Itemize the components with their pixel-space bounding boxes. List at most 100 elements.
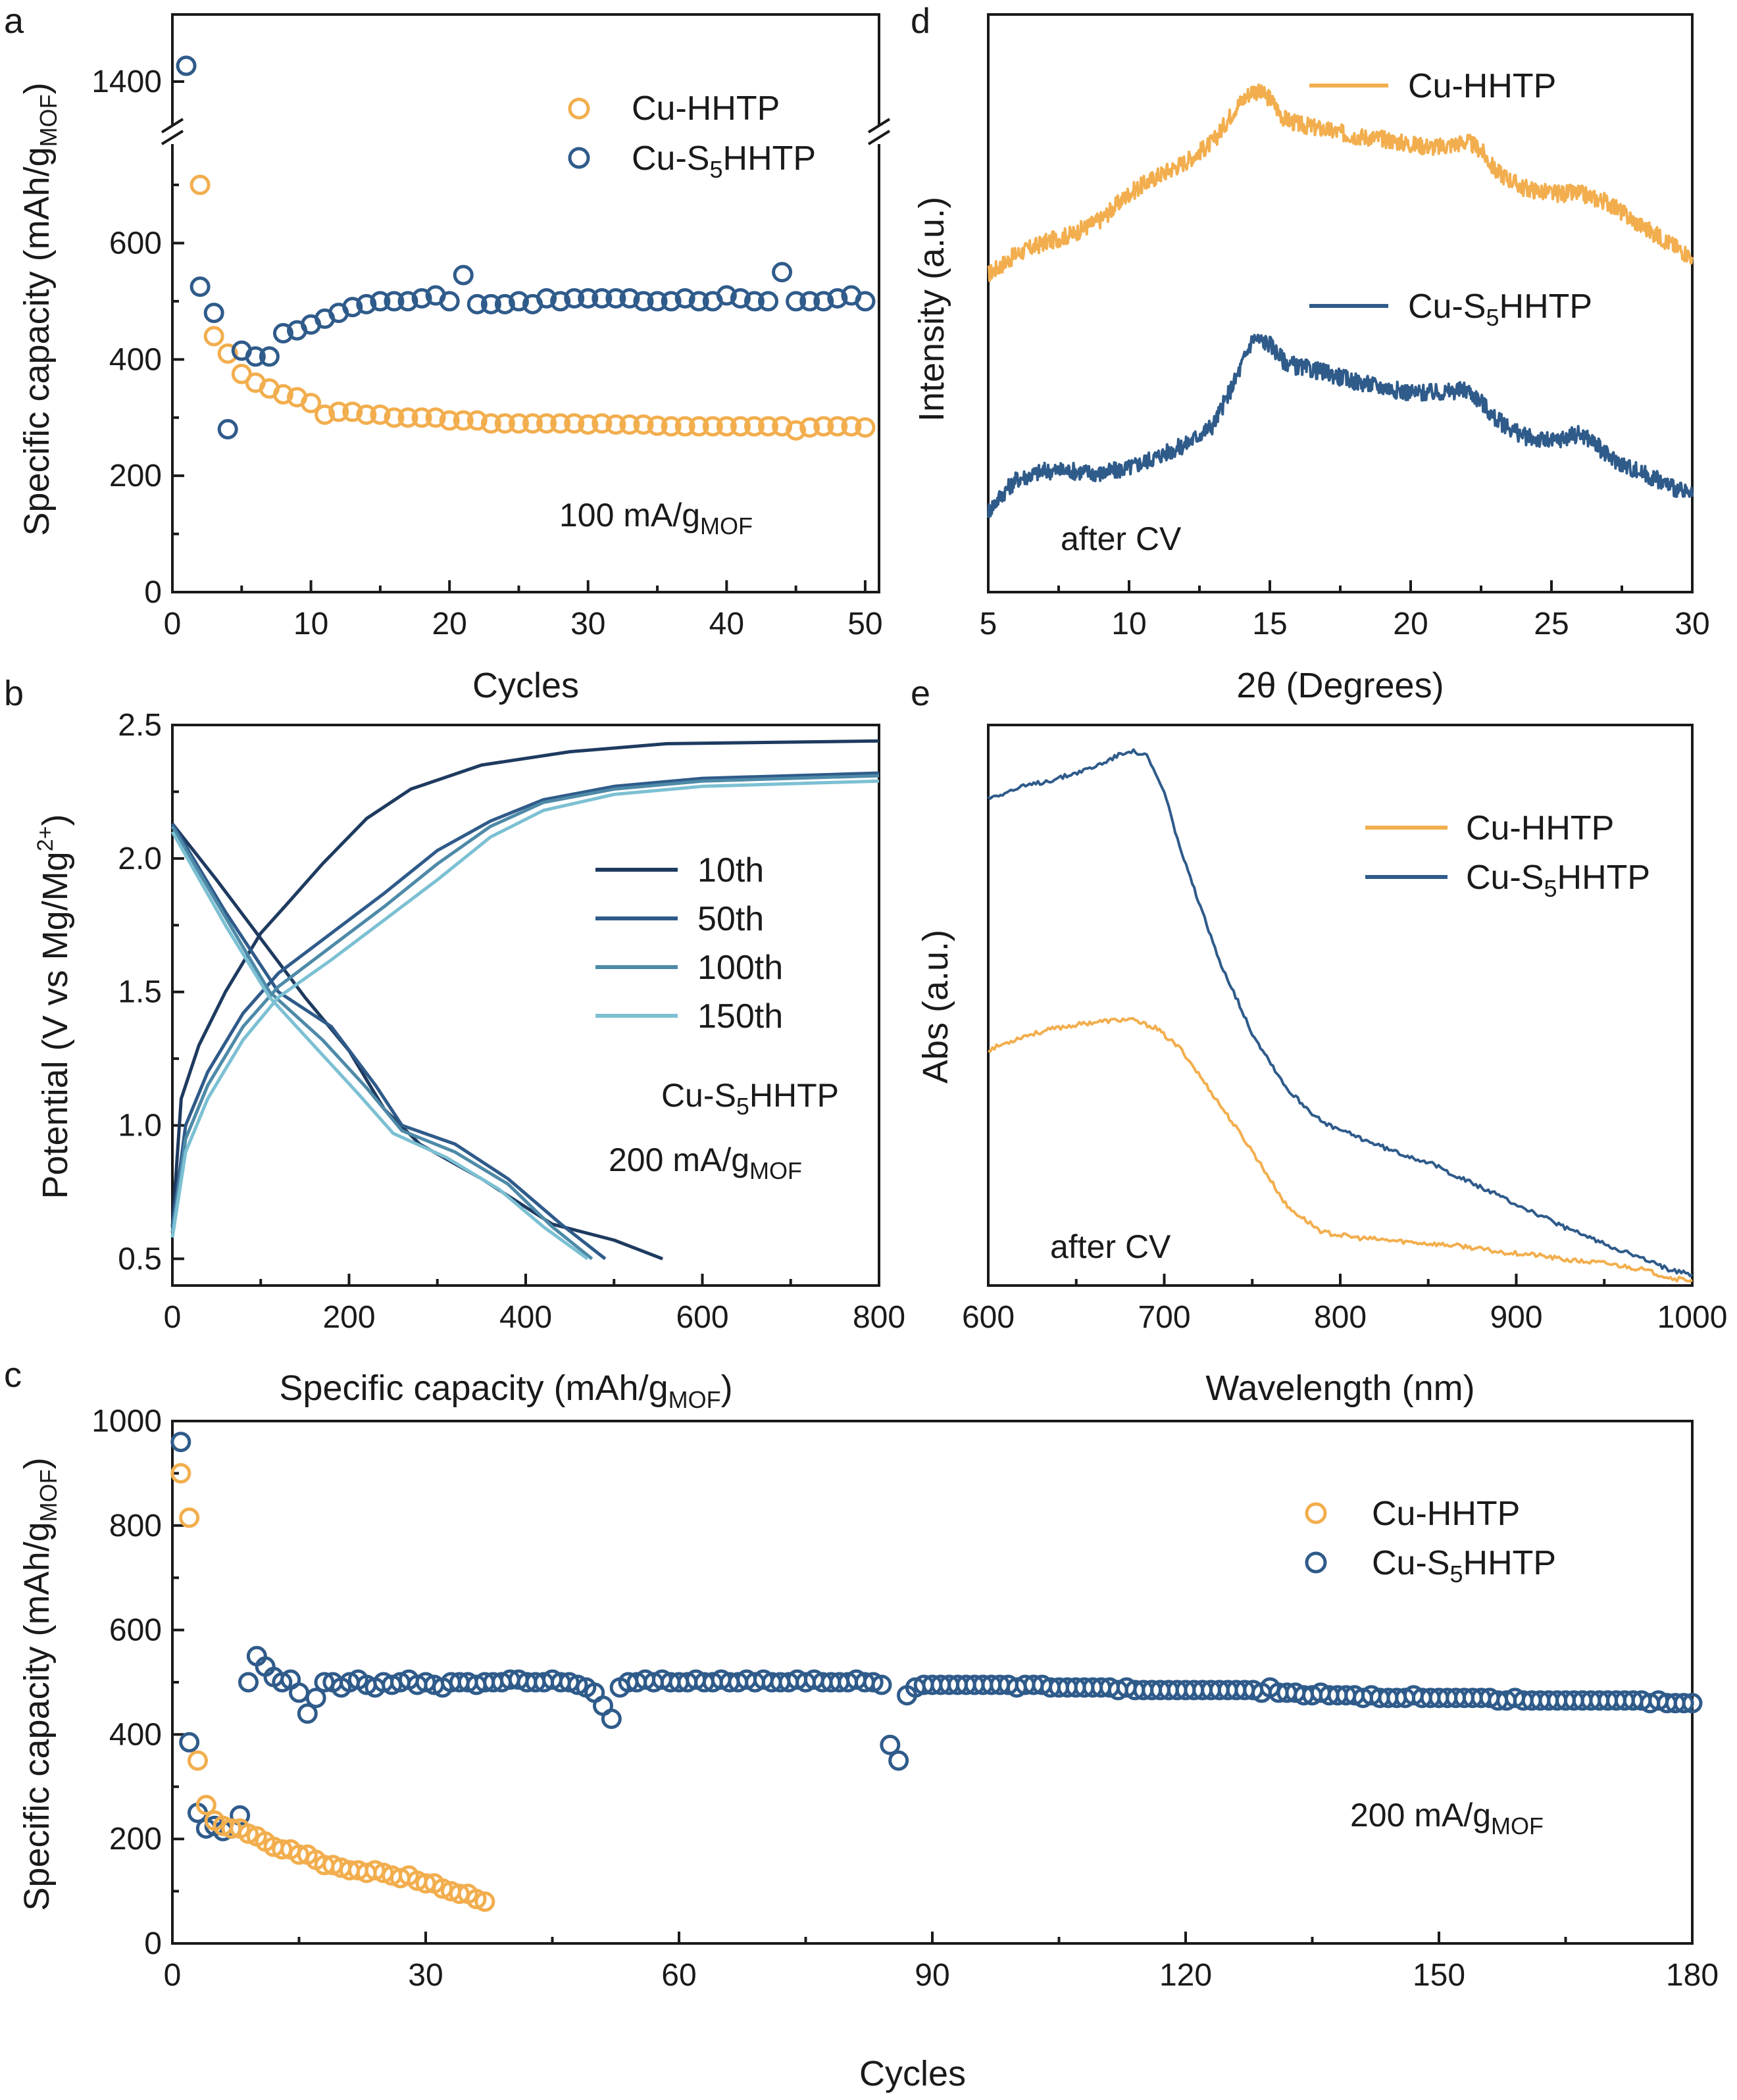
panel-b-xtick-label: 800	[853, 1300, 905, 1335]
panel-a-point-cu-hhtp	[315, 404, 336, 425]
panel-a-legend-marker	[568, 147, 590, 169]
panel-a-ytick-label: 1400	[91, 64, 162, 99]
panel-c-ytick-label: 0	[144, 1926, 162, 1961]
panel-b-xlabel: Specific capacity (mAh/gMOF)	[279, 1368, 732, 1413]
panel-a-point-cu-s5hhtp	[772, 262, 793, 283]
panel-c-point-cu-s5hhtp	[170, 1432, 191, 1453]
panel-a-point-cu-hhtp	[411, 407, 432, 428]
panel-b-discharge-curve-100th	[170, 825, 593, 1261]
panel-a-point-cu-s5hhtp	[245, 346, 266, 367]
panel-a-ytick-label: 200	[109, 459, 162, 493]
panel-letter-e: e	[911, 674, 930, 713]
panel-a-point-cu-s5hhtp	[217, 418, 238, 439]
panel-c-point-cu-s5hhtp	[179, 1732, 200, 1753]
panel-b-ytick-label: 0.5	[118, 1241, 162, 1276]
panel-c-point-cu-s5hhtp	[272, 1672, 293, 1693]
panel-d-xlabel: 2θ (Degrees)	[1236, 666, 1444, 705]
panel-a-point-cu-hhtp	[217, 343, 238, 364]
panel-a-point-cu-s5hhtp	[453, 264, 474, 286]
panel-c-xtick-label: 0	[164, 1958, 182, 1993]
panel-a-point-cu-s5hhtp	[716, 285, 737, 306]
panel-c-legend-marker	[1305, 1551, 1327, 1574]
panel-c-legend-label: Cu-S5HHTP	[1372, 1544, 1556, 1588]
panel-a-point-cu-s5hhtp	[730, 288, 751, 309]
panel-c-xtick-label: 120	[1159, 1958, 1212, 1993]
panel-c-xtick-label: 180	[1666, 1958, 1719, 1993]
panel-a-ytick-label: 0	[144, 575, 162, 610]
panel-a-point-cu-s5hhtp	[688, 291, 709, 312]
panel-a-point-cu-s5hhtp	[370, 291, 391, 312]
panel-a-point-cu-s5hhtp	[480, 293, 501, 314]
panel-a-point-cu-hhtp	[743, 416, 765, 437]
panel-c-point-cu-hhtp	[179, 1507, 200, 1528]
panel-d-legend-label: Cu-HHTP	[1408, 67, 1556, 105]
panel-a-point-cu-s5hhtp	[743, 291, 765, 312]
panel-a-point-cu-s5hhtp	[342, 297, 363, 318]
panel-a-ylabel: Specific capacity (mAh/gMOF)	[17, 82, 62, 536]
panel-c-xtick-label: 90	[915, 1958, 949, 1993]
panel-a-point-cu-s5hhtp	[578, 288, 599, 309]
panel-a-point-cu-hhtp	[688, 416, 709, 437]
panel-letter-b: b	[4, 674, 24, 713]
panel-a-xtick-label: 10	[293, 607, 328, 641]
panel-a-point-cu-s5hhtp	[855, 291, 876, 312]
panel-a-point-cu-s5hhtp	[619, 288, 640, 309]
panel-c-point-cu-hhtp	[170, 1462, 191, 1484]
panel-c-ytick-label: 400	[109, 1717, 162, 1752]
panel-a-point-cu-s5hhtp	[176, 55, 197, 76]
panel-a-point-cu-hhtp	[647, 415, 668, 436]
panel-a-point-cu-s5hhtp	[397, 291, 418, 312]
panel-e-legend-label: Cu-S5HHTP	[1466, 859, 1650, 902]
panel-a-point-cu-s5hhtp	[466, 293, 488, 314]
panel-b-ytick-label: 1.0	[118, 1109, 162, 1143]
panel-a-point-cu-hhtp	[272, 384, 293, 405]
panel-b-xtick-label: 0	[164, 1300, 182, 1335]
panel-a-legend-marker	[568, 97, 590, 120]
panel-d-annotation: after CV	[1061, 520, 1182, 557]
panel-a-point-cu-hhtp	[841, 416, 862, 437]
panel-c-ytick-label: 800	[109, 1509, 162, 1543]
panel-c-ylabel: Specific capacity (mAh/gMOF)	[17, 1457, 62, 1911]
panel-a-frame	[171, 13, 880, 593]
panel-a-point-cu-s5hhtp	[786, 291, 807, 312]
panel-d-curve-cu-hhtp	[987, 83, 1694, 282]
panel-a-point-cu-hhtp	[301, 393, 322, 414]
panel-a-annotation: 100 mA/gMOF	[559, 497, 753, 539]
panel-b-legend-label: 100th	[697, 949, 783, 987]
panel-d-legend-label: Cu-S5HHTP	[1408, 288, 1592, 331]
panel-d-xtick-label: 25	[1534, 607, 1569, 641]
panel-a-xtick-label: 20	[432, 607, 466, 641]
panel-e-xtick-label: 700	[1138, 1300, 1190, 1335]
panel-letter-a: a	[4, 1, 24, 41]
panel-d-xtick-label: 5	[980, 607, 997, 641]
panel-a-point-cu-hhtp	[508, 413, 529, 434]
panel-a-point-cu-hhtp	[328, 401, 349, 422]
panel-a-point-cu-hhtp	[674, 416, 695, 437]
panel-c-point-cu-s5hhtp	[871, 1674, 892, 1695]
panel-b-discharge-curve-10th	[171, 822, 663, 1261]
panel-d-ylabel: Intensity (a.u.)	[912, 197, 951, 422]
panel-a-point-cu-s5hhtp	[605, 288, 626, 309]
panel-a-point-cu-s5hhtp	[564, 288, 585, 309]
panel-b-discharge-curve-50th	[170, 822, 607, 1261]
panel-a-xlabel: Cycles	[472, 666, 579, 705]
panel-e-chart: 600 700 800 900 1000 Cu-HHTP Cu-S5HHTP after CV…	[916, 724, 1727, 1408]
panel-c-point-cu-hhtp	[188, 1750, 208, 1771]
panel-a-point-cu-hhtp	[661, 416, 682, 437]
panel-a-legend-label: Cu-HHTP	[632, 89, 780, 128]
panel-b-charge-curve-100th	[170, 774, 880, 1233]
panel-c-point-cu-hhtp	[195, 1795, 216, 1816]
panel-c-point-cu-s5hhtp	[601, 1709, 622, 1730]
panel-a-xtick-label: 40	[709, 607, 744, 641]
panel-b-charge-curve-150th	[170, 779, 880, 1238]
panel-c-point-cu-s5hhtp	[1682, 1693, 1703, 1714]
panel-d-curve-cu-s5hhtp	[987, 334, 1694, 518]
panel-a-point-cu-hhtp	[716, 416, 737, 437]
panel-c-point-cu-s5hhtp	[880, 1734, 901, 1755]
panel-a-point-cu-hhtp	[758, 416, 779, 437]
panel-a-point-cu-hhtp	[356, 404, 377, 425]
panel-a-point-cu-hhtp	[453, 410, 474, 431]
panel-c-ytick-label: 600	[109, 1613, 162, 1648]
axis-break-mark	[867, 130, 891, 145]
panel-b-discharge-curve-150th	[170, 831, 589, 1261]
